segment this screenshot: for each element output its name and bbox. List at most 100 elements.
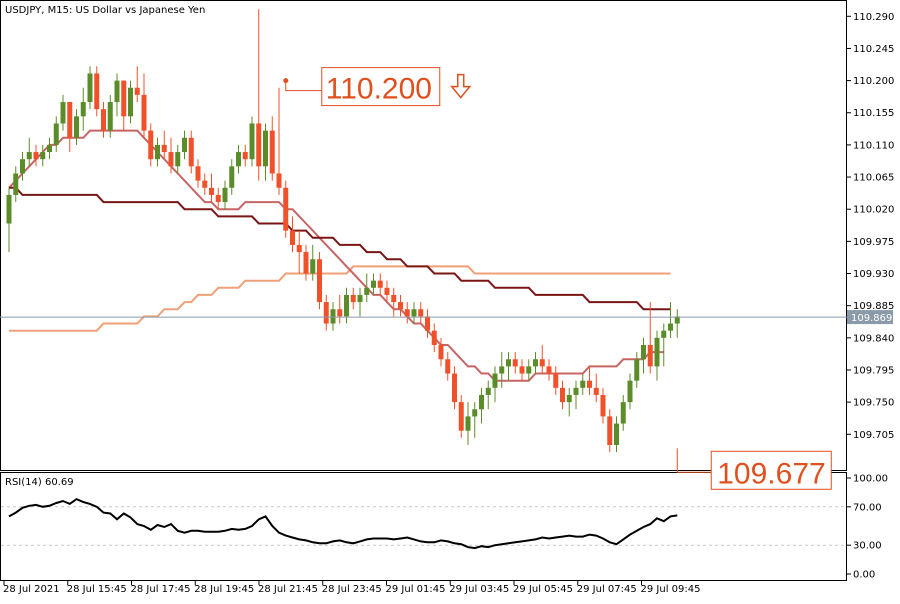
candle-body: [215, 194, 221, 203]
candle: [249, 116, 255, 167]
candle-body: [269, 130, 275, 174]
candle: [101, 102, 106, 138]
price-tick-label: 110.245: [853, 44, 894, 55]
price-tick-label: 110.020: [853, 205, 894, 216]
candle: [202, 173, 208, 195]
candle-body: [371, 280, 376, 288]
candle-body: [553, 373, 559, 388]
candle: [438, 337, 444, 367]
candle-body: [539, 359, 545, 367]
candle-body: [445, 359, 451, 374]
candle-body: [168, 152, 174, 167]
candle-body: [47, 144, 52, 153]
candle: [269, 116, 275, 181]
candle: [215, 187, 221, 210]
candle-body: [209, 187, 214, 195]
time-axis: 28 Jul 2021 28 Jul 15:45 28 Jul 17:45 28 Ju…: [3, 580, 700, 595]
time-tick-label: 28 Jul 21:45: [258, 584, 318, 595]
candle: [560, 380, 565, 410]
ma-fast-line: [8, 129, 664, 382]
candle-body: [101, 109, 106, 131]
candle: [350, 287, 356, 310]
candle: [641, 337, 646, 374]
candle: [60, 94, 66, 131]
candle: [546, 359, 552, 381]
candle-body: [593, 387, 599, 395]
candle-body: [479, 394, 484, 410]
candle-body: [499, 366, 505, 374]
candles: [6, 9, 680, 453]
candle-body: [276, 173, 282, 188]
ma-light-line: [9, 265, 671, 332]
price-tick-label: 110.110: [853, 140, 894, 151]
candle: [634, 352, 640, 388]
candle: [661, 323, 667, 367]
candle-body: [526, 366, 532, 374]
candle: [492, 366, 498, 403]
candle-body: [87, 73, 93, 103]
low-leader-line: [676, 448, 712, 473]
candle-body: [6, 194, 12, 224]
candle: [222, 180, 228, 210]
candle-body: [175, 152, 181, 167]
time-tick-label: 29 Jul 05:45: [513, 584, 573, 595]
candle-body: [627, 380, 633, 403]
rsi-tick-label: 0.00: [853, 570, 875, 581]
price-tick-label: 109.750: [853, 398, 894, 409]
candle: [553, 366, 559, 395]
candle: [465, 402, 471, 445]
candle: [283, 180, 289, 238]
candle-body: [492, 373, 498, 388]
candle-body: [134, 87, 140, 95]
candle: [310, 244, 316, 281]
candle: [114, 73, 120, 117]
candle-body: [283, 187, 289, 231]
candle-body: [506, 359, 511, 367]
candle: [80, 87, 86, 131]
candle-body: [519, 366, 525, 374]
candle: [128, 80, 133, 124]
candle: [317, 252, 322, 310]
candle: [33, 144, 39, 167]
candle-body: [141, 94, 147, 131]
price-tick-label: 109.840: [853, 333, 894, 344]
candle-body: [40, 152, 46, 160]
high-label-box: [321, 67, 441, 107]
candle: [587, 366, 592, 395]
candle-body: [573, 387, 579, 395]
candle-body: [195, 166, 201, 181]
candle-body: [404, 309, 410, 317]
candle-body: [310, 259, 316, 274]
candle-body: [148, 130, 154, 160]
candle-body: [418, 309, 424, 317]
ma-slow-line: [9, 186, 671, 311]
candle: [600, 387, 606, 424]
candle-body: [411, 309, 417, 317]
candle: [337, 294, 343, 324]
candle-body: [560, 387, 565, 403]
candle-body: [290, 230, 295, 245]
candle-body: [647, 344, 653, 367]
chart-title: USDJPY, M15: US Dollar vs Japanese Yen: [5, 5, 205, 16]
price-axis: 110.290 110.245 110.200 110.155 110.110 110.0…: [847, 12, 894, 441]
candle-body: [236, 152, 241, 167]
candle-body: [263, 130, 268, 167]
candle: [479, 387, 484, 424]
time-tick-label: 28 Jul 19:45: [194, 584, 254, 595]
candle: [418, 302, 424, 324]
candle-body: [465, 416, 471, 431]
candle-body: [364, 287, 370, 295]
candle-body: [242, 152, 248, 160]
candle: [377, 273, 383, 295]
rsi-plot-border: [0, 472, 847, 581]
candle-body: [458, 402, 464, 431]
candle: [229, 159, 235, 195]
candle: [236, 144, 241, 174]
rsi-level-lines: [1, 506, 846, 546]
time-tick-label: 28 Jul 23:45: [322, 584, 382, 595]
candle-body: [337, 309, 343, 317]
candle: [425, 309, 430, 338]
candle: [155, 137, 160, 167]
candle-body: [357, 294, 363, 303]
